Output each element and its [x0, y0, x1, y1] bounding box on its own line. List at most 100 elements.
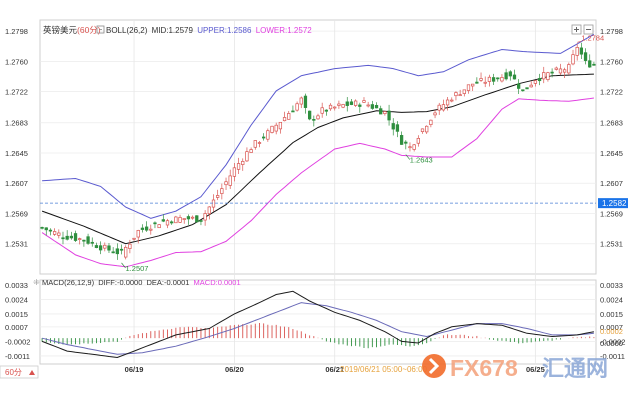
candle[interactable] [136, 229, 140, 244]
candle[interactable] [462, 89, 466, 97]
candle[interactable] [73, 230, 78, 243]
candle[interactable] [328, 103, 333, 111]
candle[interactable] [241, 158, 245, 171]
candle[interactable] [341, 103, 345, 109]
candle[interactable] [391, 118, 395, 136]
candle[interactable] [52, 228, 57, 236]
candle[interactable] [479, 72, 483, 82]
candle[interactable] [320, 102, 324, 118]
candle[interactable] [563, 67, 567, 79]
candle[interactable] [274, 122, 278, 135]
candle[interactable] [161, 214, 165, 223]
candle[interactable] [383, 110, 387, 116]
candle[interactable] [40, 226, 44, 230]
candle[interactable] [508, 70, 512, 81]
candle[interactable] [550, 68, 554, 78]
candle[interactable] [149, 224, 153, 235]
candle[interactable] [128, 239, 132, 254]
candle[interactable] [353, 99, 358, 108]
candle[interactable] [228, 169, 232, 189]
candle[interactable] [437, 102, 441, 115]
candle[interactable] [216, 189, 220, 201]
candle[interactable] [496, 77, 500, 82]
candle[interactable] [445, 97, 450, 111]
candle[interactable] [450, 97, 454, 103]
candle[interactable] [420, 128, 425, 134]
candle[interactable] [512, 69, 517, 80]
candle[interactable] [546, 71, 550, 82]
candle[interactable] [44, 227, 48, 236]
candle[interactable] [245, 147, 249, 162]
candle[interactable] [408, 142, 412, 152]
candle[interactable] [266, 128, 270, 142]
candle[interactable] [107, 242, 111, 253]
candle[interactable] [324, 109, 329, 116]
candle[interactable] [358, 102, 362, 113]
candle[interactable] [98, 241, 103, 255]
candle[interactable] [124, 245, 128, 260]
candle[interactable] [487, 74, 492, 87]
zoom-out-button[interactable] [583, 24, 594, 35]
candle[interactable] [195, 215, 199, 223]
candle[interactable] [211, 194, 216, 212]
candle[interactable] [579, 42, 584, 59]
settings-icon[interactable] [96, 25, 105, 34]
candle[interactable] [404, 140, 408, 150]
candle[interactable] [115, 243, 119, 260]
candle[interactable] [504, 68, 508, 81]
candle[interactable] [554, 66, 558, 71]
candle[interactable] [157, 224, 161, 229]
candle[interactable] [458, 89, 462, 97]
zoom-in-button[interactable] [571, 24, 582, 35]
candle[interactable] [592, 61, 596, 66]
candle[interactable] [282, 111, 287, 122]
candle[interactable] [249, 147, 253, 153]
candle[interactable] [533, 80, 538, 87]
candle[interactable] [374, 102, 379, 109]
candle[interactable] [199, 220, 203, 226]
candle[interactable] [57, 229, 61, 239]
candle[interactable] [69, 231, 73, 240]
candle[interactable] [119, 244, 124, 255]
candle[interactable] [307, 110, 312, 121]
candle[interactable] [425, 125, 429, 135]
candle[interactable] [295, 101, 299, 112]
candle[interactable] [220, 183, 224, 200]
candle[interactable] [454, 91, 458, 101]
candle[interactable] [529, 81, 533, 88]
candle[interactable] [433, 109, 437, 119]
candle[interactable] [366, 101, 370, 108]
candle[interactable] [500, 74, 504, 83]
candle[interactable] [253, 140, 257, 150]
candle[interactable] [48, 228, 53, 236]
candle[interactable] [90, 237, 94, 247]
candle[interactable] [270, 125, 274, 134]
candle[interactable] [567, 62, 571, 75]
candle[interactable] [262, 133, 266, 141]
candle[interactable] [303, 93, 308, 114]
candle[interactable] [186, 214, 191, 225]
candle[interactable] [521, 89, 525, 92]
candle[interactable] [337, 100, 341, 109]
candle[interactable] [475, 77, 479, 84]
candle[interactable] [349, 99, 354, 106]
candle[interactable] [379, 105, 383, 115]
candle[interactable] [542, 66, 546, 84]
candle[interactable] [399, 131, 404, 145]
candle[interactable] [140, 224, 145, 233]
candle[interactable] [153, 221, 157, 229]
candle[interactable] [571, 49, 575, 66]
period-selector[interactable]: 60分 [0, 365, 39, 379]
candle[interactable] [207, 206, 211, 220]
candle[interactable] [232, 163, 237, 182]
candlesticks[interactable] [40, 42, 596, 260]
candle[interactable] [78, 237, 82, 245]
candle[interactable] [412, 144, 416, 152]
candle[interactable] [144, 221, 149, 232]
candle[interactable] [170, 220, 174, 225]
candle[interactable] [416, 135, 420, 147]
candle[interactable] [558, 63, 563, 76]
candle[interactable] [387, 104, 391, 126]
candle[interactable] [316, 113, 320, 120]
